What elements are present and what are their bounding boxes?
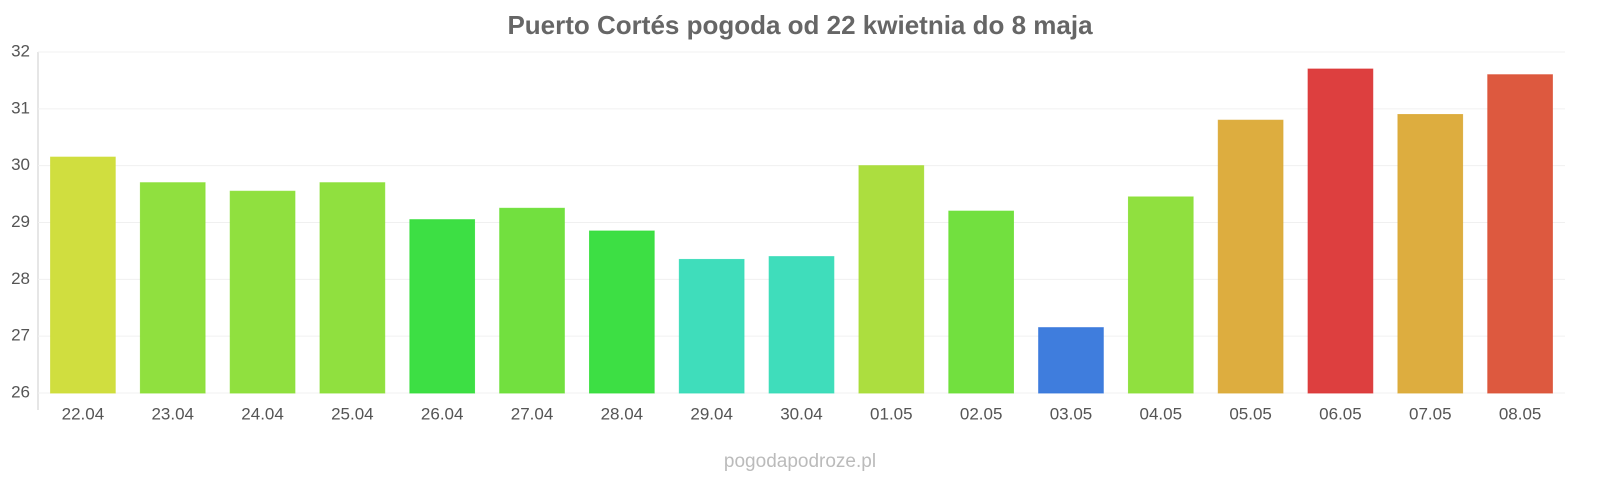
bar xyxy=(409,219,476,394)
bar xyxy=(499,207,565,394)
x-tick-label: 02.05 xyxy=(960,404,1003,423)
x-tick-label: 06.05 xyxy=(1319,404,1362,423)
bar xyxy=(768,256,835,394)
x-tick-label: 07.05 xyxy=(1409,404,1452,423)
y-tick-label: 28 xyxy=(11,269,30,288)
x-tick-label: 03.05 xyxy=(1050,404,1093,423)
y-tick-label: 32 xyxy=(11,41,30,60)
bar xyxy=(948,210,1014,394)
bar xyxy=(1038,327,1104,394)
x-tick-label: 05.05 xyxy=(1229,404,1272,423)
x-tick-label: 26.04 xyxy=(421,404,464,423)
bar xyxy=(589,230,655,394)
y-tick-label: 30 xyxy=(11,155,30,174)
x-tick-label: 04.05 xyxy=(1140,404,1183,423)
x-tick-label: 27.04 xyxy=(511,404,554,423)
bar xyxy=(319,182,386,394)
x-tick-label: 28.04 xyxy=(601,404,644,423)
x-tick-label: 24.04 xyxy=(241,404,284,423)
bar xyxy=(1127,196,1194,394)
bar xyxy=(139,182,206,394)
y-tick-label: 31 xyxy=(11,98,30,117)
y-tick-label: 26 xyxy=(11,382,30,401)
bar xyxy=(858,165,925,394)
bar xyxy=(50,156,116,394)
bar xyxy=(229,190,296,394)
bar xyxy=(1397,114,1464,394)
bar xyxy=(678,258,745,394)
x-tick-label: 23.04 xyxy=(151,404,194,423)
x-tick-label: 29.04 xyxy=(690,404,733,423)
x-tick-label: 25.04 xyxy=(331,404,374,423)
chart-title: Puerto Cortés pogoda od 22 kwietnia do 8… xyxy=(507,10,1093,40)
x-tick-label: 01.05 xyxy=(870,404,913,423)
x-tick-label: 08.05 xyxy=(1499,404,1542,423)
bar xyxy=(1487,74,1553,394)
source: pogodapodroze.pl xyxy=(724,451,876,472)
bar xyxy=(1217,119,1284,394)
x-tick-label: 30.04 xyxy=(780,404,823,423)
y-tick-label: 29 xyxy=(11,212,30,231)
y-tick-label: 27 xyxy=(11,326,30,345)
bar xyxy=(1307,68,1374,394)
x-tick-label: 22.04 xyxy=(62,404,105,423)
